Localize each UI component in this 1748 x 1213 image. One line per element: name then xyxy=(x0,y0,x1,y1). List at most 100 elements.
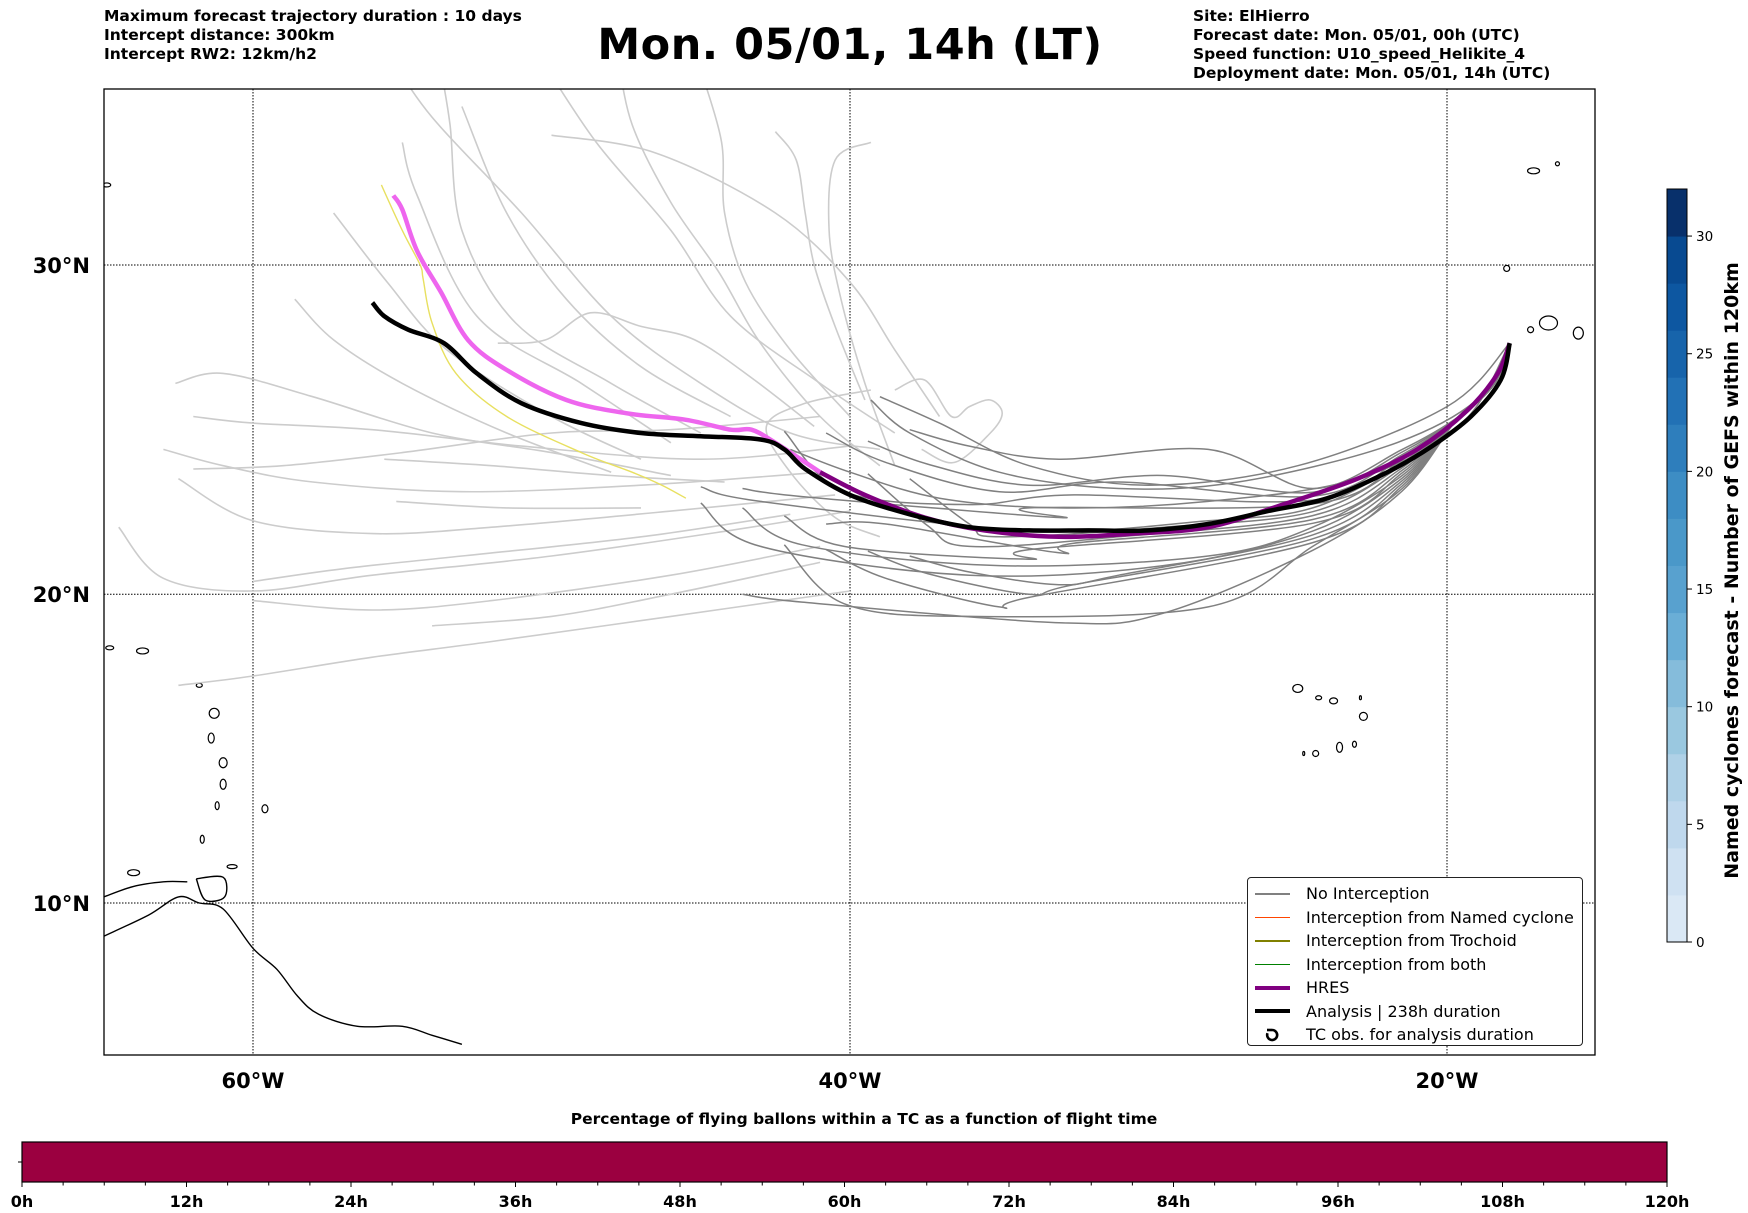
legend-swatch xyxy=(1254,940,1290,942)
island xyxy=(1292,683,1304,694)
time-bar-tick-label: 108h xyxy=(1480,1192,1525,1211)
max-duration-text: Maximum forecast trajectory duration : 1… xyxy=(104,7,522,25)
time-bar-tick-label: 72h xyxy=(992,1192,1026,1211)
island xyxy=(226,864,238,870)
island xyxy=(1554,161,1561,167)
colorbar-bin xyxy=(1667,424,1687,472)
page-title: Mon. 05/01, 14h (LT) xyxy=(597,20,1103,70)
intercept-distance-text: Intercept distance: 300km xyxy=(104,26,335,44)
faded-trajectory xyxy=(175,372,672,477)
colorbar-bin xyxy=(1667,659,1687,708)
faded-trajectory xyxy=(163,448,821,493)
legend-item-both: Interception from both xyxy=(1248,953,1582,977)
legend-swatch xyxy=(1254,963,1290,965)
lat-tick-label: 10°N xyxy=(33,892,90,916)
legend-swatch xyxy=(1254,1027,1290,1043)
island xyxy=(1538,315,1559,331)
island xyxy=(1526,167,1541,175)
line-icon xyxy=(1254,985,1290,990)
island xyxy=(105,645,115,651)
faded-trajectory xyxy=(384,458,725,483)
faded-trajectory xyxy=(443,89,702,434)
faded-trajectory xyxy=(461,106,731,418)
legend-label: TC obs. for analysis duration xyxy=(1306,1025,1534,1045)
faded-trajectory xyxy=(774,131,866,401)
colorbar: 0 5 10 15 20 25 30 Named cyclones forecast - Nu… xyxy=(1666,188,1743,951)
island xyxy=(1358,695,1363,701)
site-text: Site: ElHierro xyxy=(1193,7,1310,25)
time-bar-fill xyxy=(22,1142,1667,1182)
main-tracks xyxy=(370,194,1512,540)
legend-item-analysis: Analysis | 238h duration xyxy=(1248,1000,1582,1024)
island xyxy=(1315,695,1323,701)
legend-swatch xyxy=(1254,916,1290,918)
island xyxy=(214,801,220,811)
colorbar-bin xyxy=(1667,283,1687,331)
faded-ensemble-trajectories xyxy=(118,89,1004,687)
faded-trajectory xyxy=(559,89,896,434)
legend-label: Interception from Trochoid xyxy=(1306,931,1517,951)
faded-trajectory xyxy=(252,545,821,611)
legend: No Interception Interception from Named … xyxy=(1247,877,1583,1046)
forecast-parameters: Maximum forecast trajectory duration : 1… xyxy=(104,7,522,64)
legend-label: No Interception xyxy=(1306,884,1430,904)
faded-trajectory xyxy=(193,415,821,470)
line-icon xyxy=(1254,1009,1290,1014)
ensemble-trajectory xyxy=(870,342,1511,490)
legend-swatch xyxy=(1254,893,1290,895)
legend-swatch xyxy=(1254,985,1290,990)
island xyxy=(1526,326,1535,334)
faded-trajectory xyxy=(252,513,791,583)
time-bar-tick-label: 120h xyxy=(1645,1192,1690,1211)
time-bar-tick-label: 48h xyxy=(663,1192,697,1211)
faded-trajectory xyxy=(332,212,642,460)
faded-trajectory xyxy=(118,510,851,592)
colorbar-bin xyxy=(1667,753,1687,802)
colorbar-bin xyxy=(1667,800,1687,849)
colorbar-tick-label: 20 xyxy=(1696,464,1713,480)
colorbar-bin xyxy=(1667,471,1687,519)
colorbar-title: Named cyclones forecast - Number of GEFS… xyxy=(1721,262,1743,879)
island xyxy=(135,647,150,655)
faded-trajectory xyxy=(401,142,672,444)
cyclone-symbol-icon xyxy=(1265,1028,1279,1042)
island xyxy=(104,182,112,188)
island xyxy=(1572,326,1584,340)
faded-trajectory xyxy=(497,311,815,428)
colorbar-tick-label: 10 xyxy=(1696,700,1713,716)
colorbar-tick-label: 15 xyxy=(1696,582,1713,598)
lon-tick-label: 60°W xyxy=(222,1069,285,1093)
colorbar-tick-label: 0 xyxy=(1696,935,1705,951)
island xyxy=(1632,295,1638,303)
faded-trajectory xyxy=(432,561,821,627)
ensemble-trajectory xyxy=(879,342,1511,486)
deployment-date-text: Deployment date: Mon. 05/01, 14h (UTC) xyxy=(1193,64,1551,82)
colorbar-bin xyxy=(1667,847,1687,896)
island xyxy=(1503,264,1511,273)
island xyxy=(199,834,205,844)
time-bar-tick-label: 0h xyxy=(11,1192,34,1211)
time-bar-tick-label: 36h xyxy=(499,1192,533,1211)
coastline xyxy=(195,875,228,903)
legend-item-hres: HRES xyxy=(1248,976,1582,1000)
faded-trajectory xyxy=(706,89,851,418)
island xyxy=(1358,711,1369,722)
island xyxy=(127,869,141,877)
time-bar-tick-label: 24h xyxy=(334,1192,368,1211)
colorbar-bin xyxy=(1667,189,1687,237)
island xyxy=(1351,740,1358,748)
line-icon xyxy=(1254,893,1290,895)
colorbar-bin xyxy=(1667,236,1687,284)
island xyxy=(1621,318,1631,328)
time-bar-tick-label: 84h xyxy=(1157,1192,1191,1211)
line-icon xyxy=(1254,963,1290,965)
analysis-track xyxy=(370,301,1512,534)
faded-trajectory xyxy=(827,141,896,466)
coastline xyxy=(104,895,463,1045)
lat-tick-label: 20°N xyxy=(33,583,90,607)
faded-trajectory xyxy=(294,298,612,473)
faded-trajectory xyxy=(396,500,642,510)
colorbar-bin xyxy=(1667,894,1687,943)
line-icon xyxy=(1254,916,1290,918)
time-bar-chart: 0h 12h 24h 36h 48h 60h 72h 84h 96h 108h 120h xyxy=(11,1141,1690,1211)
